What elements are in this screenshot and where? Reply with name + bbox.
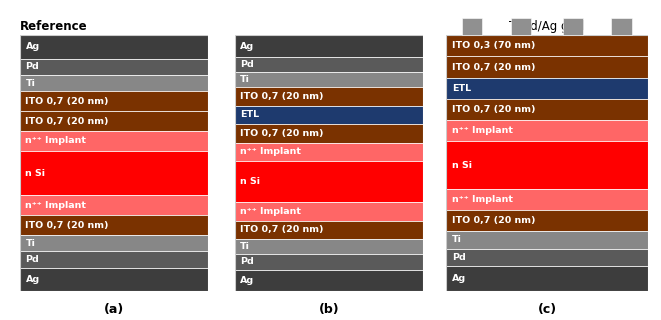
Bar: [235, 87, 423, 106]
Bar: [446, 249, 648, 266]
Bar: [446, 231, 648, 249]
Bar: [462, 18, 483, 35]
Bar: [235, 35, 423, 57]
Text: n⁺⁺ Implant: n⁺⁺ Implant: [241, 147, 301, 156]
Text: ITO 0,7 (20 nm): ITO 0,7 (20 nm): [26, 116, 109, 126]
Text: Ti: Ti: [241, 242, 250, 251]
Text: Ag: Ag: [26, 42, 40, 52]
Text: Reference: Reference: [20, 20, 87, 33]
Text: Pd: Pd: [26, 62, 39, 71]
Bar: [446, 56, 648, 78]
Bar: [235, 254, 423, 269]
Bar: [20, 151, 208, 195]
Text: Ag: Ag: [241, 276, 254, 285]
Text: ETL: ETL: [452, 84, 471, 93]
Text: Ti: Ti: [452, 236, 462, 244]
Bar: [20, 59, 208, 75]
Bar: [20, 91, 208, 111]
Text: ITO 0,7 (20 nm): ITO 0,7 (20 nm): [241, 225, 324, 235]
Text: ITO 0,7 (20 nm): ITO 0,7 (20 nm): [241, 129, 324, 138]
Bar: [20, 215, 208, 235]
Bar: [446, 120, 648, 141]
Bar: [446, 266, 648, 291]
Text: ITO 0,3 (70 nm): ITO 0,3 (70 nm): [452, 41, 535, 50]
Bar: [446, 35, 648, 56]
Text: Ti: Ti: [26, 79, 35, 88]
Text: Ti: Ti: [241, 75, 250, 84]
Bar: [20, 75, 208, 91]
Bar: [563, 18, 583, 35]
Bar: [20, 131, 208, 151]
Text: n⁺⁺ Implant: n⁺⁺ Implant: [26, 137, 87, 146]
Text: Ag: Ag: [452, 274, 467, 283]
Bar: [235, 161, 423, 202]
Text: (c): (c): [537, 303, 557, 316]
Bar: [235, 239, 423, 254]
Text: Ti: Ti: [26, 239, 35, 248]
Text: ITO 0,7 (20 nm): ITO 0,7 (20 nm): [241, 92, 324, 101]
Text: Ag: Ag: [26, 275, 40, 284]
Text: n⁺⁺ Implant: n⁺⁺ Implant: [452, 126, 513, 135]
Text: (a): (a): [104, 303, 124, 316]
Text: (b): (b): [319, 303, 339, 316]
Text: ITO 0,7 (20 nm): ITO 0,7 (20 nm): [26, 221, 109, 230]
Bar: [235, 72, 423, 87]
Text: Pd: Pd: [26, 255, 39, 264]
Text: n Si: n Si: [26, 169, 46, 178]
Text: Ag: Ag: [241, 42, 254, 51]
Text: ITO 0,7 (20 nm): ITO 0,7 (20 nm): [452, 216, 535, 225]
Bar: [235, 124, 423, 143]
Bar: [20, 268, 208, 291]
Bar: [20, 252, 208, 268]
Text: ITO 0,7 (20 nm): ITO 0,7 (20 nm): [26, 97, 109, 106]
Text: n⁺⁺ Implant: n⁺⁺ Implant: [241, 207, 301, 216]
Text: ITO 0,7 (20 nm): ITO 0,7 (20 nm): [452, 62, 535, 72]
Bar: [611, 18, 632, 35]
Bar: [446, 99, 648, 120]
Text: n⁺⁺ Implant: n⁺⁺ Implant: [26, 201, 87, 210]
Bar: [446, 189, 648, 210]
Bar: [20, 235, 208, 252]
Bar: [235, 269, 423, 291]
Bar: [511, 18, 531, 35]
Text: ITO 0,7 (20 nm): ITO 0,7 (20 nm): [452, 105, 535, 114]
Bar: [20, 195, 208, 215]
Text: Pd: Pd: [241, 60, 254, 69]
Text: n Si: n Si: [241, 177, 260, 186]
Bar: [446, 141, 648, 189]
Bar: [235, 143, 423, 161]
Text: n⁺⁺ Implant: n⁺⁺ Implant: [452, 195, 513, 204]
Bar: [235, 202, 423, 221]
Text: n Si: n Si: [452, 161, 472, 170]
Bar: [446, 210, 648, 231]
Bar: [446, 78, 648, 99]
Text: Pd: Pd: [452, 253, 466, 262]
Text: Pd: Pd: [241, 257, 254, 267]
Bar: [20, 35, 208, 59]
Bar: [235, 106, 423, 124]
Text: Ti/Pd/Ag grid: Ti/Pd/Ag grid: [509, 20, 585, 33]
Bar: [235, 221, 423, 239]
Text: ETL: ETL: [241, 110, 259, 119]
Bar: [20, 111, 208, 131]
Bar: [235, 57, 423, 72]
